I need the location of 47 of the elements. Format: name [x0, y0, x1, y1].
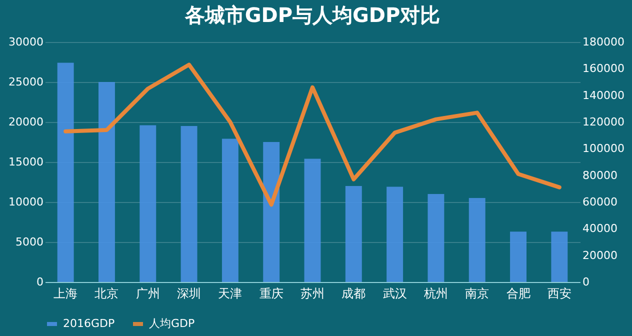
y-tick-label: 20000 — [8, 116, 44, 128]
bar — [222, 138, 238, 282]
x-tick-label: 成都 — [342, 286, 366, 300]
y2-tick-label: 160000 — [582, 62, 624, 76]
x-tick-label: 合肥 — [506, 286, 530, 300]
x-tick-label: 北京 — [94, 286, 119, 300]
legend-label: 2016GDP — [63, 317, 115, 330]
y2-tick-label: 100000 — [582, 142, 624, 156]
x-tick-label: 武汉 — [382, 286, 407, 300]
bar — [180, 126, 198, 282]
y2-tick-label: 180000 — [582, 36, 624, 48]
y2-tick-label: 0 — [582, 276, 590, 288]
bar — [468, 198, 486, 282]
y-tick-label: 0 — [36, 276, 44, 288]
x-tick-label: 天津 — [218, 286, 242, 300]
y-tick-label: 15000 — [8, 156, 44, 168]
bar — [57, 62, 74, 282]
bar — [345, 186, 362, 282]
bar — [428, 194, 444, 282]
bar — [98, 82, 115, 282]
line-series — [64, 62, 562, 207]
y-tick-label: 30000 — [8, 36, 44, 48]
x-tick-label: 深圳 — [177, 286, 202, 300]
y2-tick-label: 40000 — [582, 222, 618, 236]
y2-tick-label: 60000 — [582, 196, 618, 208]
y-tick-label: 10000 — [8, 196, 44, 208]
bar — [510, 232, 526, 282]
x-tick-label: 重庆 — [259, 286, 284, 300]
bar — [386, 186, 404, 282]
x-tick-label: 广州 — [136, 286, 160, 300]
y2-tick-label: 80000 — [582, 168, 618, 182]
y-tick-label: 25000 — [8, 76, 44, 88]
x-tick-label: 西安 — [547, 286, 572, 300]
y-tick-label: 5000 — [16, 236, 44, 248]
chart-title: 各城市GDP与人均GDP对比 — [184, 3, 440, 27]
y2-tick-label: 120000 — [582, 116, 624, 128]
x-tick-label: 南京 — [465, 286, 490, 300]
legend-label: 人均GDP — [149, 317, 195, 330]
y2-tick-label: 20000 — [582, 248, 618, 262]
x-tick-label: 上海 — [54, 286, 78, 300]
bar — [551, 232, 568, 282]
bar — [304, 158, 321, 282]
bar — [263, 142, 280, 282]
x-tick-label: 苏州 — [300, 286, 324, 300]
bar — [140, 125, 156, 282]
x-tick-label: 杭州 — [422, 286, 448, 300]
y2-tick-label: 140000 — [582, 88, 624, 102]
